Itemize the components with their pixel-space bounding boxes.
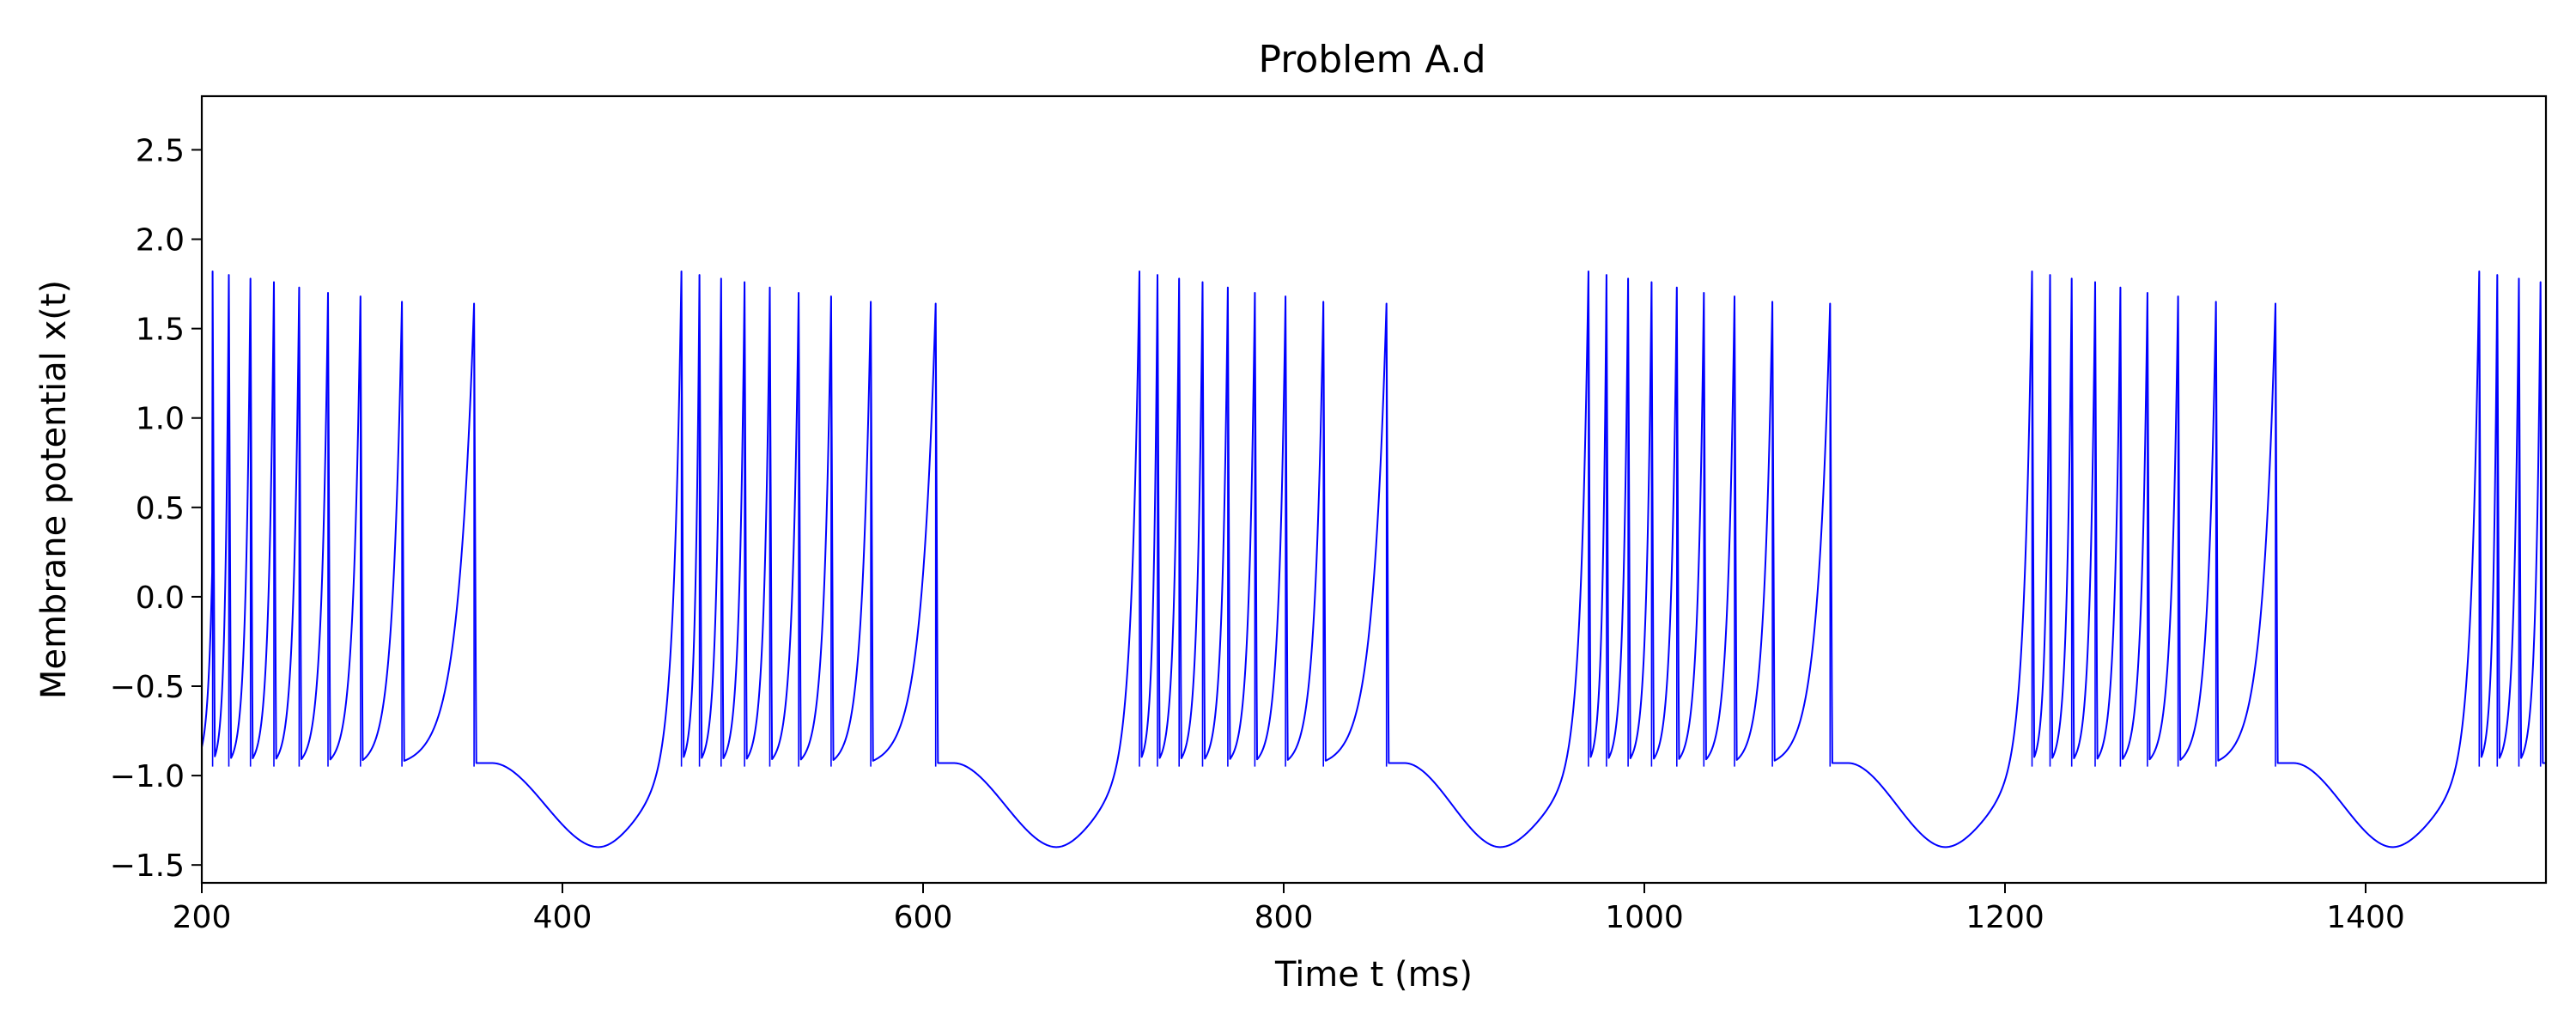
y-tick-label: 1.5 — [136, 313, 185, 348]
y-tick-label: 2.0 — [136, 223, 185, 258]
x-tick-label: 200 — [173, 900, 232, 935]
y-axis: −1.5 −1.0 −0.5 0.0 0.5 1.0 1.5 2.0 2.5 — [110, 133, 202, 884]
plot-frame — [200, 94, 2548, 885]
x-tick-label: 1000 — [1605, 900, 1684, 935]
x-tick-label: 1400 — [2326, 900, 2405, 935]
y-tick-label: 0.0 — [136, 581, 185, 616]
x-tick-label: 400 — [533, 900, 592, 935]
y-tick-label: 0.5 — [136, 491, 185, 526]
series-line-membrane-potential — [202, 271, 2546, 848]
x-tick-label: 800 — [1255, 900, 1314, 935]
x-tick-label: 600 — [894, 900, 953, 935]
x-axis-label: Time t (ms) — [1274, 955, 1473, 994]
x-axis: 200 400 600 800 1000 1200 1400 — [173, 883, 2405, 935]
x-tick-label: 1200 — [1965, 900, 2044, 935]
y-tick-label: −1.5 — [110, 848, 185, 884]
y-tick-label: 1.0 — [136, 402, 185, 437]
y-tick-label: −1.0 — [110, 759, 185, 794]
chart-title: Problem A.d — [1258, 38, 1485, 82]
plot-area — [200, 94, 2548, 885]
y-axis-label: Membrane potential x(t) — [34, 280, 74, 699]
y-tick-label: 2.5 — [136, 133, 185, 168]
y-tick-label: −0.5 — [110, 670, 185, 705]
series-layer — [202, 271, 2546, 848]
